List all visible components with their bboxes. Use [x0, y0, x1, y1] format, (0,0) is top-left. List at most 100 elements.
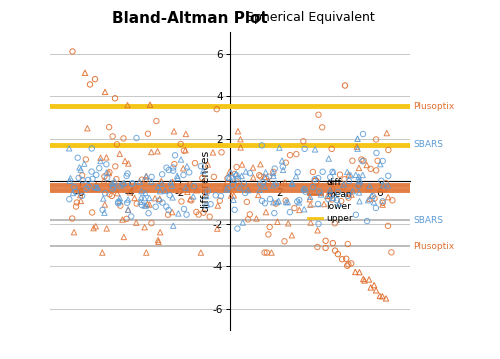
Point: [190, 183, 198, 189]
Point: [249, 165, 257, 171]
Point: [148, 179, 156, 185]
Point: [88, 169, 96, 174]
Point: [185, 169, 193, 175]
Point: [146, 195, 154, 201]
Point: [227, 170, 235, 176]
Point: [107, 182, 115, 188]
Point: [124, 161, 132, 167]
Point: [169, 168, 177, 173]
Point: [173, 173, 181, 179]
Point: [369, 193, 377, 199]
Point: [378, 158, 386, 164]
Point: [345, 191, 353, 197]
Point: [171, 153, 179, 158]
Point: [340, 184, 347, 190]
Point: [95, 165, 103, 171]
Point: [334, 189, 342, 195]
Point: [270, 166, 278, 172]
Point: [120, 136, 128, 141]
Point: [128, 181, 136, 187]
Point: [337, 198, 345, 204]
Point: [186, 196, 194, 202]
Point: [358, 158, 366, 164]
Point: [366, 196, 374, 202]
Point: [146, 202, 154, 208]
Point: [261, 200, 269, 206]
Point: [355, 165, 363, 171]
Point: [146, 102, 154, 108]
Point: [265, 174, 273, 180]
Point: [116, 151, 124, 157]
Point: [314, 175, 322, 181]
Point: [272, 180, 280, 186]
Point: [296, 207, 304, 213]
Point: [380, 182, 388, 188]
Point: [284, 199, 292, 205]
Point: [356, 199, 364, 204]
Text: SBARS: SBARS: [414, 215, 444, 224]
Point: [256, 174, 264, 180]
Point: [114, 200, 122, 206]
Point: [236, 145, 244, 150]
Point: [182, 212, 190, 218]
Point: [258, 198, 266, 204]
Point: [70, 229, 78, 235]
Point: [348, 158, 356, 164]
Point: [282, 160, 290, 165]
Point: [69, 190, 77, 196]
Point: [80, 161, 88, 167]
Point: [244, 216, 252, 222]
Point: [348, 192, 356, 197]
Point: [366, 183, 374, 189]
Point: [266, 196, 274, 202]
Point: [326, 187, 334, 193]
Point: [120, 180, 128, 186]
Point: [333, 197, 341, 203]
Point: [74, 175, 82, 181]
Point: [136, 199, 144, 205]
Point: [366, 285, 374, 290]
Point: [378, 178, 386, 184]
Point: [328, 146, 336, 152]
Point: [331, 220, 339, 226]
Point: [167, 179, 175, 185]
Point: [329, 240, 337, 246]
Point: [314, 244, 322, 250]
Point: [138, 177, 146, 183]
Point: [330, 195, 338, 201]
Point: [370, 196, 378, 201]
Point: [360, 158, 368, 163]
Point: [138, 202, 146, 208]
Point: [162, 188, 170, 194]
Point: [262, 209, 270, 215]
Point: [106, 169, 114, 175]
Point: [174, 211, 182, 216]
Point: [82, 186, 90, 191]
Point: [234, 226, 241, 232]
Point: [347, 261, 355, 266]
Point: [82, 157, 90, 162]
Point: [354, 181, 362, 187]
Point: [280, 238, 288, 244]
Point: [306, 196, 314, 202]
Point: [186, 182, 194, 187]
Point: [348, 188, 356, 194]
Point: [232, 171, 240, 177]
Point: [170, 129, 178, 134]
Point: [282, 198, 290, 204]
Point: [378, 199, 386, 204]
Point: [76, 192, 84, 198]
Point: [388, 250, 396, 255]
Point: [269, 170, 277, 176]
Point: [278, 158, 286, 163]
Point: [324, 196, 332, 202]
Point: [240, 181, 248, 186]
Point: [346, 172, 354, 178]
Point: [96, 155, 104, 160]
Point: [358, 172, 366, 178]
Point: [270, 169, 278, 175]
Point: [156, 229, 164, 235]
Point: [328, 197, 336, 202]
Point: [384, 183, 392, 188]
Point: [106, 191, 114, 197]
